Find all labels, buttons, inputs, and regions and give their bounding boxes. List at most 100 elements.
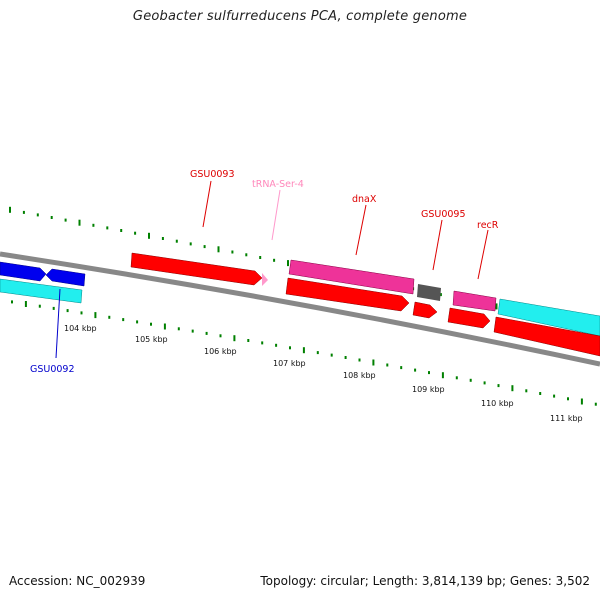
tick-mark xyxy=(217,246,220,253)
tick-mark xyxy=(78,219,81,226)
genome-summary: Topology: circular; Length: 3,814,139 bp… xyxy=(260,574,590,588)
tick-mark xyxy=(344,356,347,359)
tick-mark xyxy=(9,206,11,213)
tick-mark xyxy=(330,353,333,357)
tick-mark xyxy=(567,397,569,401)
tick-mark xyxy=(247,339,250,342)
gene-red-inner-3[interactable] xyxy=(447,307,491,329)
inner-strand-genes xyxy=(0,277,600,357)
tick-mark xyxy=(414,368,417,372)
gene-gsu0093[interactable] xyxy=(130,252,263,286)
tick-mark xyxy=(191,329,194,333)
gene-gsu0095[interactable] xyxy=(417,284,441,301)
tick-mark xyxy=(205,331,208,335)
tick-mark xyxy=(36,213,39,217)
tick-mark xyxy=(108,315,111,319)
tick-mark xyxy=(233,335,236,342)
outer-strand-genes xyxy=(0,252,600,337)
label-recr[interactable]: recR xyxy=(477,220,499,231)
tick-mark xyxy=(24,301,27,307)
tick-mark xyxy=(52,306,55,310)
gene-red-inner-1[interactable] xyxy=(285,277,410,312)
tick-mark xyxy=(594,402,597,406)
tick-mark xyxy=(287,260,289,267)
tick-mark xyxy=(245,253,248,257)
tick-mark xyxy=(92,223,95,227)
tick-mark xyxy=(106,226,109,230)
kbp-label-111: 111 kbp xyxy=(550,414,583,423)
tick-mark xyxy=(495,303,498,310)
tick-mark xyxy=(455,376,458,380)
gene-recr[interactable] xyxy=(452,290,497,312)
gene-labels: GSU0093 tRNA-Ser-4 dnaX GSU0095 recR GSU… xyxy=(30,169,499,375)
gene-red-inner-2[interactable] xyxy=(412,301,438,319)
label-gsu0093[interactable]: GSU0093 xyxy=(190,169,235,180)
tick-mark xyxy=(231,250,234,254)
tick-mark xyxy=(511,385,514,392)
tick-mark xyxy=(177,327,180,331)
tick-mark xyxy=(261,341,264,345)
tick-mark xyxy=(539,392,542,395)
gene-cyan-right[interactable] xyxy=(497,298,600,337)
tick-mark xyxy=(483,381,486,385)
tick-mark xyxy=(469,378,472,382)
tick-mark xyxy=(11,300,13,304)
tick-mark xyxy=(148,232,150,239)
gene-trna-ser-4[interactable] xyxy=(262,273,268,286)
tick-mark xyxy=(428,371,430,375)
tick-mark xyxy=(50,216,53,219)
kbp-label-104: 104 kbp xyxy=(64,324,97,333)
tick-mark xyxy=(386,363,389,367)
tick-mark xyxy=(580,398,583,405)
tick-mark xyxy=(302,347,305,354)
tick-mark xyxy=(289,346,291,350)
label-gsu0092[interactable]: GSU0092 xyxy=(30,364,75,375)
tick-mark xyxy=(134,231,137,235)
label-leaders xyxy=(55,180,489,359)
gene-dnax[interactable] xyxy=(288,259,415,295)
gene-blue-left-2[interactable] xyxy=(45,268,86,287)
tick-mark xyxy=(219,334,222,338)
gene-blue-left-1[interactable] xyxy=(0,261,47,282)
tick-mark xyxy=(553,394,556,398)
tick-mark xyxy=(80,311,83,315)
tick-mark xyxy=(161,237,164,240)
tick-mark xyxy=(66,309,69,313)
gene-red-inner-4[interactable] xyxy=(493,316,600,357)
kbp-label-110: 110 kbp xyxy=(481,399,514,408)
tick-mark xyxy=(497,384,500,388)
tick-mark xyxy=(122,318,125,322)
label-trna-ser-4[interactable]: tRNA-Ser-4 xyxy=(252,179,304,190)
accession-label: Accession: NC_002939 xyxy=(9,574,146,588)
kbp-scale-labels: 104 kbp 105 kbp 106 kbp 107 kbp 108 kbp … xyxy=(64,324,583,423)
label-dnax[interactable]: dnaX xyxy=(352,194,377,205)
kbp-label-105: 105 kbp xyxy=(135,335,168,344)
tick-mark xyxy=(525,389,528,393)
tick-mark xyxy=(372,359,375,366)
tick-mark xyxy=(175,239,178,243)
label-gsu0095[interactable]: GSU0095 xyxy=(421,209,466,220)
tick-mark xyxy=(163,323,166,330)
inner-tick-row xyxy=(11,300,597,406)
tick-mark xyxy=(150,322,152,326)
tick-mark xyxy=(120,229,123,232)
tick-mark xyxy=(136,320,139,324)
tick-mark xyxy=(275,343,278,347)
gene-gsu0092[interactable] xyxy=(0,278,83,304)
kbp-label-108: 108 kbp xyxy=(343,371,376,380)
kbp-label-109: 109 kbp xyxy=(412,385,445,394)
genome-backbone xyxy=(0,251,600,367)
tick-mark xyxy=(441,372,444,379)
tick-mark xyxy=(203,245,206,249)
tick-mark xyxy=(189,242,192,246)
tick-mark xyxy=(358,358,361,362)
map-title: Geobacter sulfurreducens PCA, complete g… xyxy=(132,9,468,24)
tick-mark xyxy=(400,366,403,370)
tick-mark xyxy=(22,210,25,214)
tick-mark xyxy=(259,256,262,259)
kbp-label-107: 107 kbp xyxy=(273,359,306,368)
kbp-label-106: 106 kbp xyxy=(204,347,237,356)
tick-mark xyxy=(38,304,41,308)
tick-mark xyxy=(439,293,442,297)
